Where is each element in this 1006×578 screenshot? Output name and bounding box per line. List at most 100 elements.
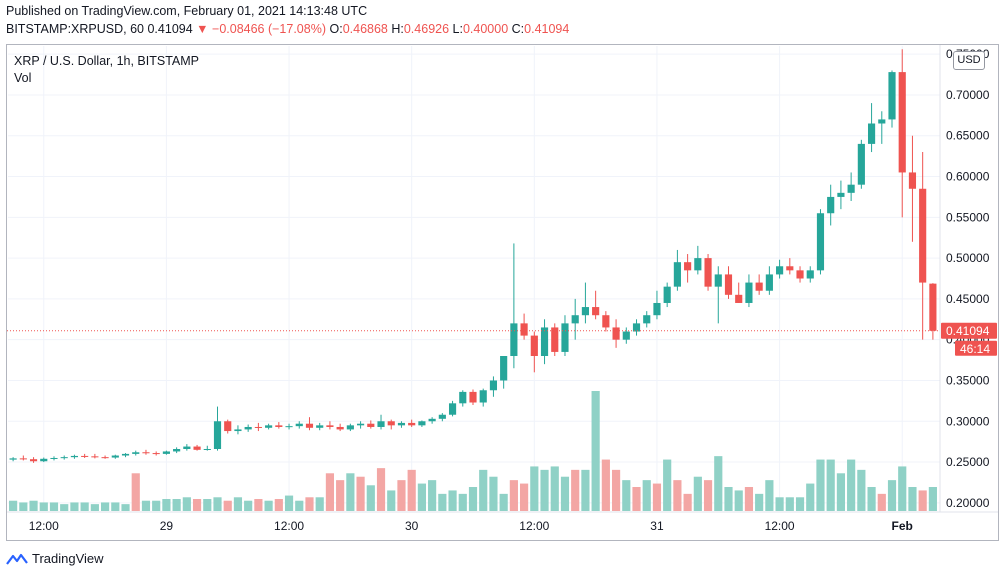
candle [837, 180, 845, 210]
candle [305, 417, 314, 431]
chart-legend: XRP / U.S. Dollar, 1h, BITSTAMP Vol [14, 53, 199, 87]
candle [213, 406, 222, 451]
candle [234, 425, 242, 435]
candle-body [305, 423, 314, 428]
candle-body [806, 270, 814, 279]
candle [111, 454, 119, 459]
candle-body [397, 422, 406, 426]
volume-bar [652, 483, 662, 511]
volume-bar [407, 469, 416, 511]
volume-bar [315, 497, 324, 511]
candle [735, 282, 743, 303]
candle [367, 420, 375, 429]
price-tick-label: 0.65000 [946, 129, 990, 143]
candle-body [612, 327, 620, 340]
volume-bar [448, 490, 457, 511]
candle-body [357, 423, 365, 426]
candle [489, 376, 498, 397]
footer-brand[interactable]: TradingView [32, 551, 104, 566]
candle-body [878, 119, 886, 124]
volume-bar [49, 502, 59, 511]
volume-bar [223, 500, 232, 511]
candle-body [540, 327, 549, 356]
candle [765, 266, 773, 295]
volume-bar [366, 485, 375, 511]
volume-bar [254, 499, 263, 511]
candle [254, 422, 262, 432]
close-value: 0.41094 [524, 22, 570, 36]
candle-body [581, 307, 589, 316]
volume-bar [560, 476, 570, 511]
candle-body [162, 451, 170, 454]
candle [857, 139, 865, 189]
volume-bar [775, 497, 784, 511]
candle [796, 266, 804, 283]
volume-bar [131, 473, 140, 511]
candle [142, 449, 150, 455]
candle-body [765, 274, 773, 291]
candle [387, 419, 395, 430]
volume-bar [898, 466, 907, 511]
candle [827, 184, 835, 226]
open-value: 0.46868 [342, 22, 388, 36]
volume-bar [724, 487, 733, 511]
volume-bar [468, 487, 478, 511]
candle [612, 319, 620, 348]
volume-bar [284, 495, 294, 511]
candle [551, 323, 559, 356]
price-tick-label: 0.70000 [946, 88, 990, 102]
volume-bar [203, 499, 212, 511]
candle [357, 421, 365, 429]
candle-body [418, 421, 426, 426]
volume-bar [192, 499, 202, 511]
candle-body [346, 425, 354, 430]
down-triangle-icon: ▼ [196, 22, 209, 36]
candle [622, 327, 630, 344]
candle [704, 254, 712, 291]
price-label-box [941, 322, 997, 339]
candle [684, 254, 692, 283]
candle [326, 421, 334, 430]
candle-body [551, 327, 559, 352]
candle [224, 419, 232, 434]
last-price: 0.41094 [147, 22, 193, 36]
candle [500, 356, 508, 389]
volume-bar [172, 499, 181, 511]
volume-bar [9, 500, 18, 511]
candles [9, 49, 937, 463]
time-tick-label: 29 [160, 519, 174, 533]
candle [592, 290, 600, 320]
volume-bar [857, 469, 866, 511]
candle [418, 420, 426, 427]
low-label: L: [452, 22, 463, 36]
candle-body [857, 143, 865, 185]
volume-bar [847, 459, 856, 511]
candle-body [224, 421, 232, 432]
candle [561, 315, 569, 356]
candle [908, 135, 917, 242]
candle-body [653, 302, 661, 316]
candle [806, 266, 814, 283]
candle-body [367, 423, 375, 427]
volume-bar [632, 487, 641, 511]
volume-bar [80, 502, 89, 511]
candle-body [254, 426, 262, 428]
currency-button[interactable]: USD [953, 51, 985, 70]
volume-bar [244, 500, 253, 511]
volume-bar [60, 504, 69, 511]
candle [438, 413, 446, 422]
candle [602, 311, 610, 332]
candle-body [632, 323, 641, 332]
candle-body [193, 446, 201, 450]
candle [29, 457, 38, 463]
candle-body [663, 286, 671, 303]
volume-bar [928, 487, 937, 511]
candle-body [929, 283, 937, 331]
candle-body [898, 72, 906, 173]
candle [9, 457, 17, 462]
volume-bar [806, 483, 815, 511]
candle-body [622, 331, 630, 340]
volume-bar [295, 500, 304, 511]
chart-frame [6, 44, 999, 541]
